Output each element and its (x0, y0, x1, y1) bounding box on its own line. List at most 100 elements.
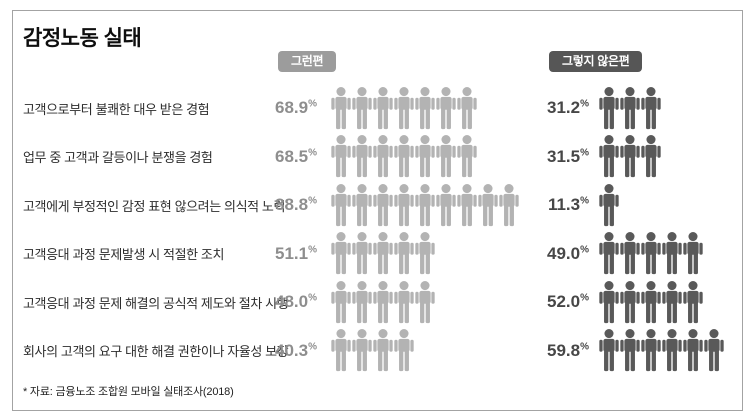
chart-row: 고객으로부터 불쾌한 대우 받은 경험 68.9% 31.2% (13, 84, 742, 133)
row-label: 고객으로부터 불쾌한 대우 받은 경험 (23, 101, 210, 117)
person-icon (415, 280, 435, 323)
person-icon (415, 135, 435, 178)
percent-sign: % (308, 292, 317, 304)
percent-yes: 48.0% (271, 292, 317, 312)
person-icon (436, 135, 456, 178)
person-icon (394, 183, 414, 226)
percent-sign: % (308, 147, 317, 159)
row-label: 고객응대 과정 문제발생 시 적절한 조치 (23, 247, 225, 263)
person-icon (352, 280, 372, 323)
person-icon (457, 86, 477, 129)
percent-no: 59.8% (543, 341, 589, 361)
person-icon (641, 135, 661, 178)
person-icon (436, 183, 456, 226)
row-label: 고객에게 부정적인 감정 표현 않으려는 의식적 노력 (23, 198, 286, 214)
person-icon (620, 329, 640, 372)
percent-sign: % (580, 341, 589, 353)
person-icon (436, 86, 456, 129)
person-icon (599, 135, 619, 178)
person-icon (620, 280, 640, 323)
percent-yes: 40.3% (271, 341, 317, 361)
percent-no-value: 52.0 (547, 292, 581, 312)
person-icon (373, 329, 393, 372)
person-icon (683, 232, 703, 275)
person-icon (662, 232, 682, 275)
percent-sign: % (580, 292, 589, 304)
percent-yes-value: 51.1 (275, 243, 309, 263)
percent-sign: % (580, 244, 589, 256)
person-icons-yes (331, 232, 527, 275)
percent-yes-value: 68.9 (275, 98, 309, 118)
page-title: 감정노동 실태 (23, 27, 142, 50)
person-icon (394, 280, 414, 323)
percent-yes: 68.5% (271, 147, 317, 167)
row-label: 고객응대 과정 문제 해결의 공식적 제도와 절차 시행 (23, 295, 289, 311)
person-icons-yes (331, 280, 527, 324)
chart-frame: 감정노동 실태 그런편 그렇지 않은편 고객으로부터 불쾌한 대우 받은 경험 … (12, 10, 743, 411)
person-icons-no (599, 280, 703, 324)
percent-no-value: 31.2 (547, 98, 581, 118)
person-icon (683, 280, 703, 323)
percent-sign: % (308, 98, 317, 110)
chart-rows: 고객으로부터 불쾌한 대우 받은 경험 68.9% 31.2% 업무 중 고객과… (13, 84, 742, 375)
person-icon (499, 183, 519, 226)
percent-no-value: 31.5 (547, 146, 581, 166)
person-icon (331, 329, 351, 372)
source-note: * 자료: 금융노조 조합원 모바일 실태조사(2018) (23, 386, 234, 398)
percent-yes: 88.8% (271, 195, 317, 215)
person-icon (373, 232, 393, 275)
chart-row: 업무 중 고객과 갈등이나 분쟁을 경험 68.5% 31.5% (13, 133, 742, 182)
chart-row: 회사의 고객의 요구 대한 해결 권한이나 자율성 보장 40.3% 59.8% (13, 327, 742, 376)
legend-badge-yes: 그런편 (278, 51, 337, 72)
chart-row: 고객에게 부정적인 감정 표현 않으려는 의식적 노력 88.8% 11.3% (13, 181, 742, 230)
person-icons-no (599, 135, 661, 178)
percent-yes: 51.1% (271, 244, 317, 264)
person-icons-yes (331, 135, 527, 178)
person-icons-no (599, 183, 619, 227)
person-icon (331, 232, 351, 275)
person-icon (641, 86, 661, 129)
person-icon (394, 135, 414, 178)
person-icon (457, 135, 477, 178)
percent-sign: % (580, 147, 589, 159)
person-icon (373, 183, 393, 226)
person-icon (394, 86, 414, 129)
person-icon (352, 86, 372, 129)
person-icon (662, 280, 682, 323)
person-icon (352, 135, 372, 178)
person-icon (599, 86, 619, 129)
person-icon (352, 329, 372, 372)
person-icon (394, 329, 414, 372)
person-icon (478, 183, 498, 226)
percent-no-value: 59.8 (547, 340, 581, 360)
percent-no-value: 49.0 (547, 243, 581, 263)
person-icon (373, 135, 393, 178)
person-icons-yes (331, 183, 527, 227)
person-icon (620, 232, 640, 275)
person-icon (599, 232, 619, 275)
row-label: 회사의 고객의 요구 대한 해결 권한이나 자율성 보장 (23, 344, 289, 360)
person-icon (641, 280, 661, 323)
percent-sign: % (308, 341, 317, 353)
person-icon (457, 183, 477, 226)
person-icon (641, 232, 661, 275)
percent-no: 49.0% (543, 244, 589, 264)
percent-no: 52.0% (543, 292, 589, 312)
person-icon (373, 280, 393, 323)
person-icon (683, 329, 703, 372)
person-icon (331, 135, 351, 178)
person-icon (373, 86, 393, 129)
percent-no-value: 11.3 (547, 195, 581, 215)
percent-no: 11.3% (543, 195, 589, 215)
person-icon (620, 86, 640, 129)
person-icon (704, 329, 724, 372)
percent-yes-value: 48.0 (275, 292, 309, 312)
person-icons-no (599, 329, 724, 372)
person-icon (415, 183, 435, 226)
person-icon (662, 329, 682, 372)
percent-sign: % (580, 195, 589, 207)
person-icon (599, 329, 619, 372)
percent-no: 31.2% (543, 98, 589, 118)
chart-row: 고객응대 과정 문제 해결의 공식적 제도와 절차 시행 48.0% 52.0% (13, 278, 742, 327)
person-icon (599, 183, 619, 226)
